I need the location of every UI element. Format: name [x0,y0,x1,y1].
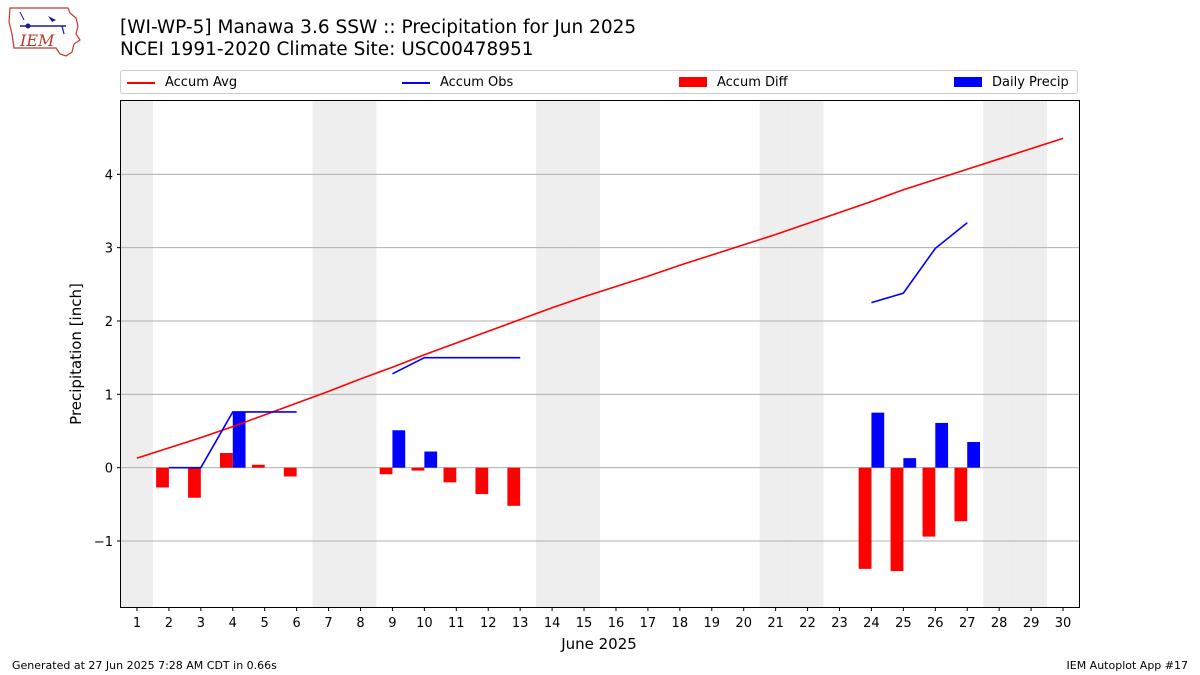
daily-precip-bar [392,430,406,468]
x-tick-label: 30 [1055,616,1072,631]
daily-precip-bar [232,411,246,468]
accum-diff-bar [443,467,457,483]
x-tick-label: 28 [991,616,1008,631]
x-tick-label: 18 [672,616,689,631]
x-tick-label: 16 [608,616,625,631]
x-tick-label: 27 [959,616,976,631]
daily-precip-bar [967,442,981,468]
x-tick-label: 12 [480,616,497,631]
weekend-shade [312,101,345,607]
x-tick-label: 19 [703,616,720,631]
x-tick-label: 14 [544,616,561,631]
legend-label: Accum Avg [165,75,238,90]
iem-logo: IEM [8,7,81,57]
x-tick-label: 9 [388,616,396,631]
legend-label: Accum Diff [717,75,788,90]
title-line-2: NCEI 1991-2020 Climate Site: USC00478951 [120,39,534,60]
x-axis-ticks: 1 2 3 4 5 6 7 8 9 10 11 12 13 14 15 16 17 18 19 20 21 22 23 24 2… [133,607,1071,631]
legend-swatch-accum-diff [679,77,707,87]
x-tick-label: 21 [767,616,784,631]
weekend-shade [121,101,153,607]
accum-diff-bar [283,467,297,477]
title-line-1: [WI-WP-5] Manawa 3.6 SSW :: Precipitatio… [120,17,637,38]
daily-precip-bar [935,422,949,468]
x-tick-label: 3 [197,616,205,631]
legend: Accum Avg Accum Obs Accum Diff Daily Pre… [120,70,1078,94]
x-axis-label: June 2025 [560,635,637,653]
legend-swatch-daily-precip [954,77,982,87]
x-tick-label: 26 [927,616,944,631]
daily-precip-bar [871,412,885,468]
legend-label: Daily Precip [992,75,1069,90]
y-tick-label: 2 [105,315,113,330]
x-tick-label: 22 [799,616,816,631]
y-axis-ticks: −1 0 1 2 3 4 [94,168,121,550]
accum-diff-bar [411,467,425,471]
x-tick-label: 11 [448,616,465,631]
chart-title: [WI-WP-5] Manawa 3.6 SSW :: Precipitatio… [120,17,636,61]
weekend-shade [791,101,824,607]
x-tick-label: 13 [512,616,529,631]
weekend-shade [1015,101,1048,607]
accum-diff-bar [890,467,904,572]
accum-obs-line [871,222,968,304]
y-tick-label: 4 [105,168,113,183]
accum-diff-bar [922,467,936,537]
x-tick-label: 29 [1023,616,1040,631]
x-tick-label: 20 [735,616,752,631]
accum-avg-line [136,137,1064,459]
lines-layer [136,137,1064,469]
weekend-shade [983,101,1016,607]
x-tick-label: 25 [895,616,912,631]
y-tick-label: 0 [105,462,113,477]
accum-obs-line [168,411,297,469]
x-tick-label: 10 [416,616,433,631]
plot-frame [120,100,1080,608]
x-tick-label: 6 [292,616,300,631]
weekend-shade [568,101,600,607]
x-tick-label: 8 [356,616,364,631]
accum-diff-bar [379,467,393,475]
x-tick-label: 7 [324,616,332,631]
weekend-shade [536,101,569,607]
accum-diff-bar [507,467,521,506]
y-tick-label: 1 [105,388,113,403]
weekend-shade [759,101,792,607]
x-tick-label: 15 [576,616,593,631]
legend-swatch-accum-avg [127,82,155,84]
accum-diff-bar [954,467,968,522]
weekend-shading-layer [121,101,1048,607]
x-tick-label: 2 [165,616,173,631]
daily-precip-bar [903,458,917,468]
accum-diff-bar [475,467,489,495]
gridlines-layer [121,173,1079,542]
legend-label: Accum Obs [440,75,514,90]
y-axis-label: Precipitation [inch] [67,283,85,425]
svg-text:IEM: IEM [19,31,55,50]
x-tick-label: 4 [229,616,237,631]
daily-precip-bar [424,451,438,468]
x-tick-label: 5 [261,616,269,631]
footer-generated: Generated at 27 Jun 2025 7:28 AM CDT in … [12,659,277,672]
footer-app: IEM Autoplot App #17 [1066,659,1189,672]
legend-swatch-accum-obs [402,82,430,84]
x-tick-label: 17 [640,616,657,631]
weekend-shade [344,101,377,607]
y-tick-label: −1 [94,535,113,550]
x-tick-label: 1 [133,616,141,631]
accum-diff-bar [156,467,169,488]
bars-layer [156,411,981,572]
x-tick-label: 23 [831,616,848,631]
x-tick-label: 24 [863,616,880,631]
y-tick-label: 3 [105,242,113,257]
accum-obs-line [392,356,521,375]
accum-diff-bar [251,464,265,468]
accum-diff-bar [858,467,872,569]
accum-diff-bar [188,467,201,498]
accum-diff-bar [219,453,233,468]
